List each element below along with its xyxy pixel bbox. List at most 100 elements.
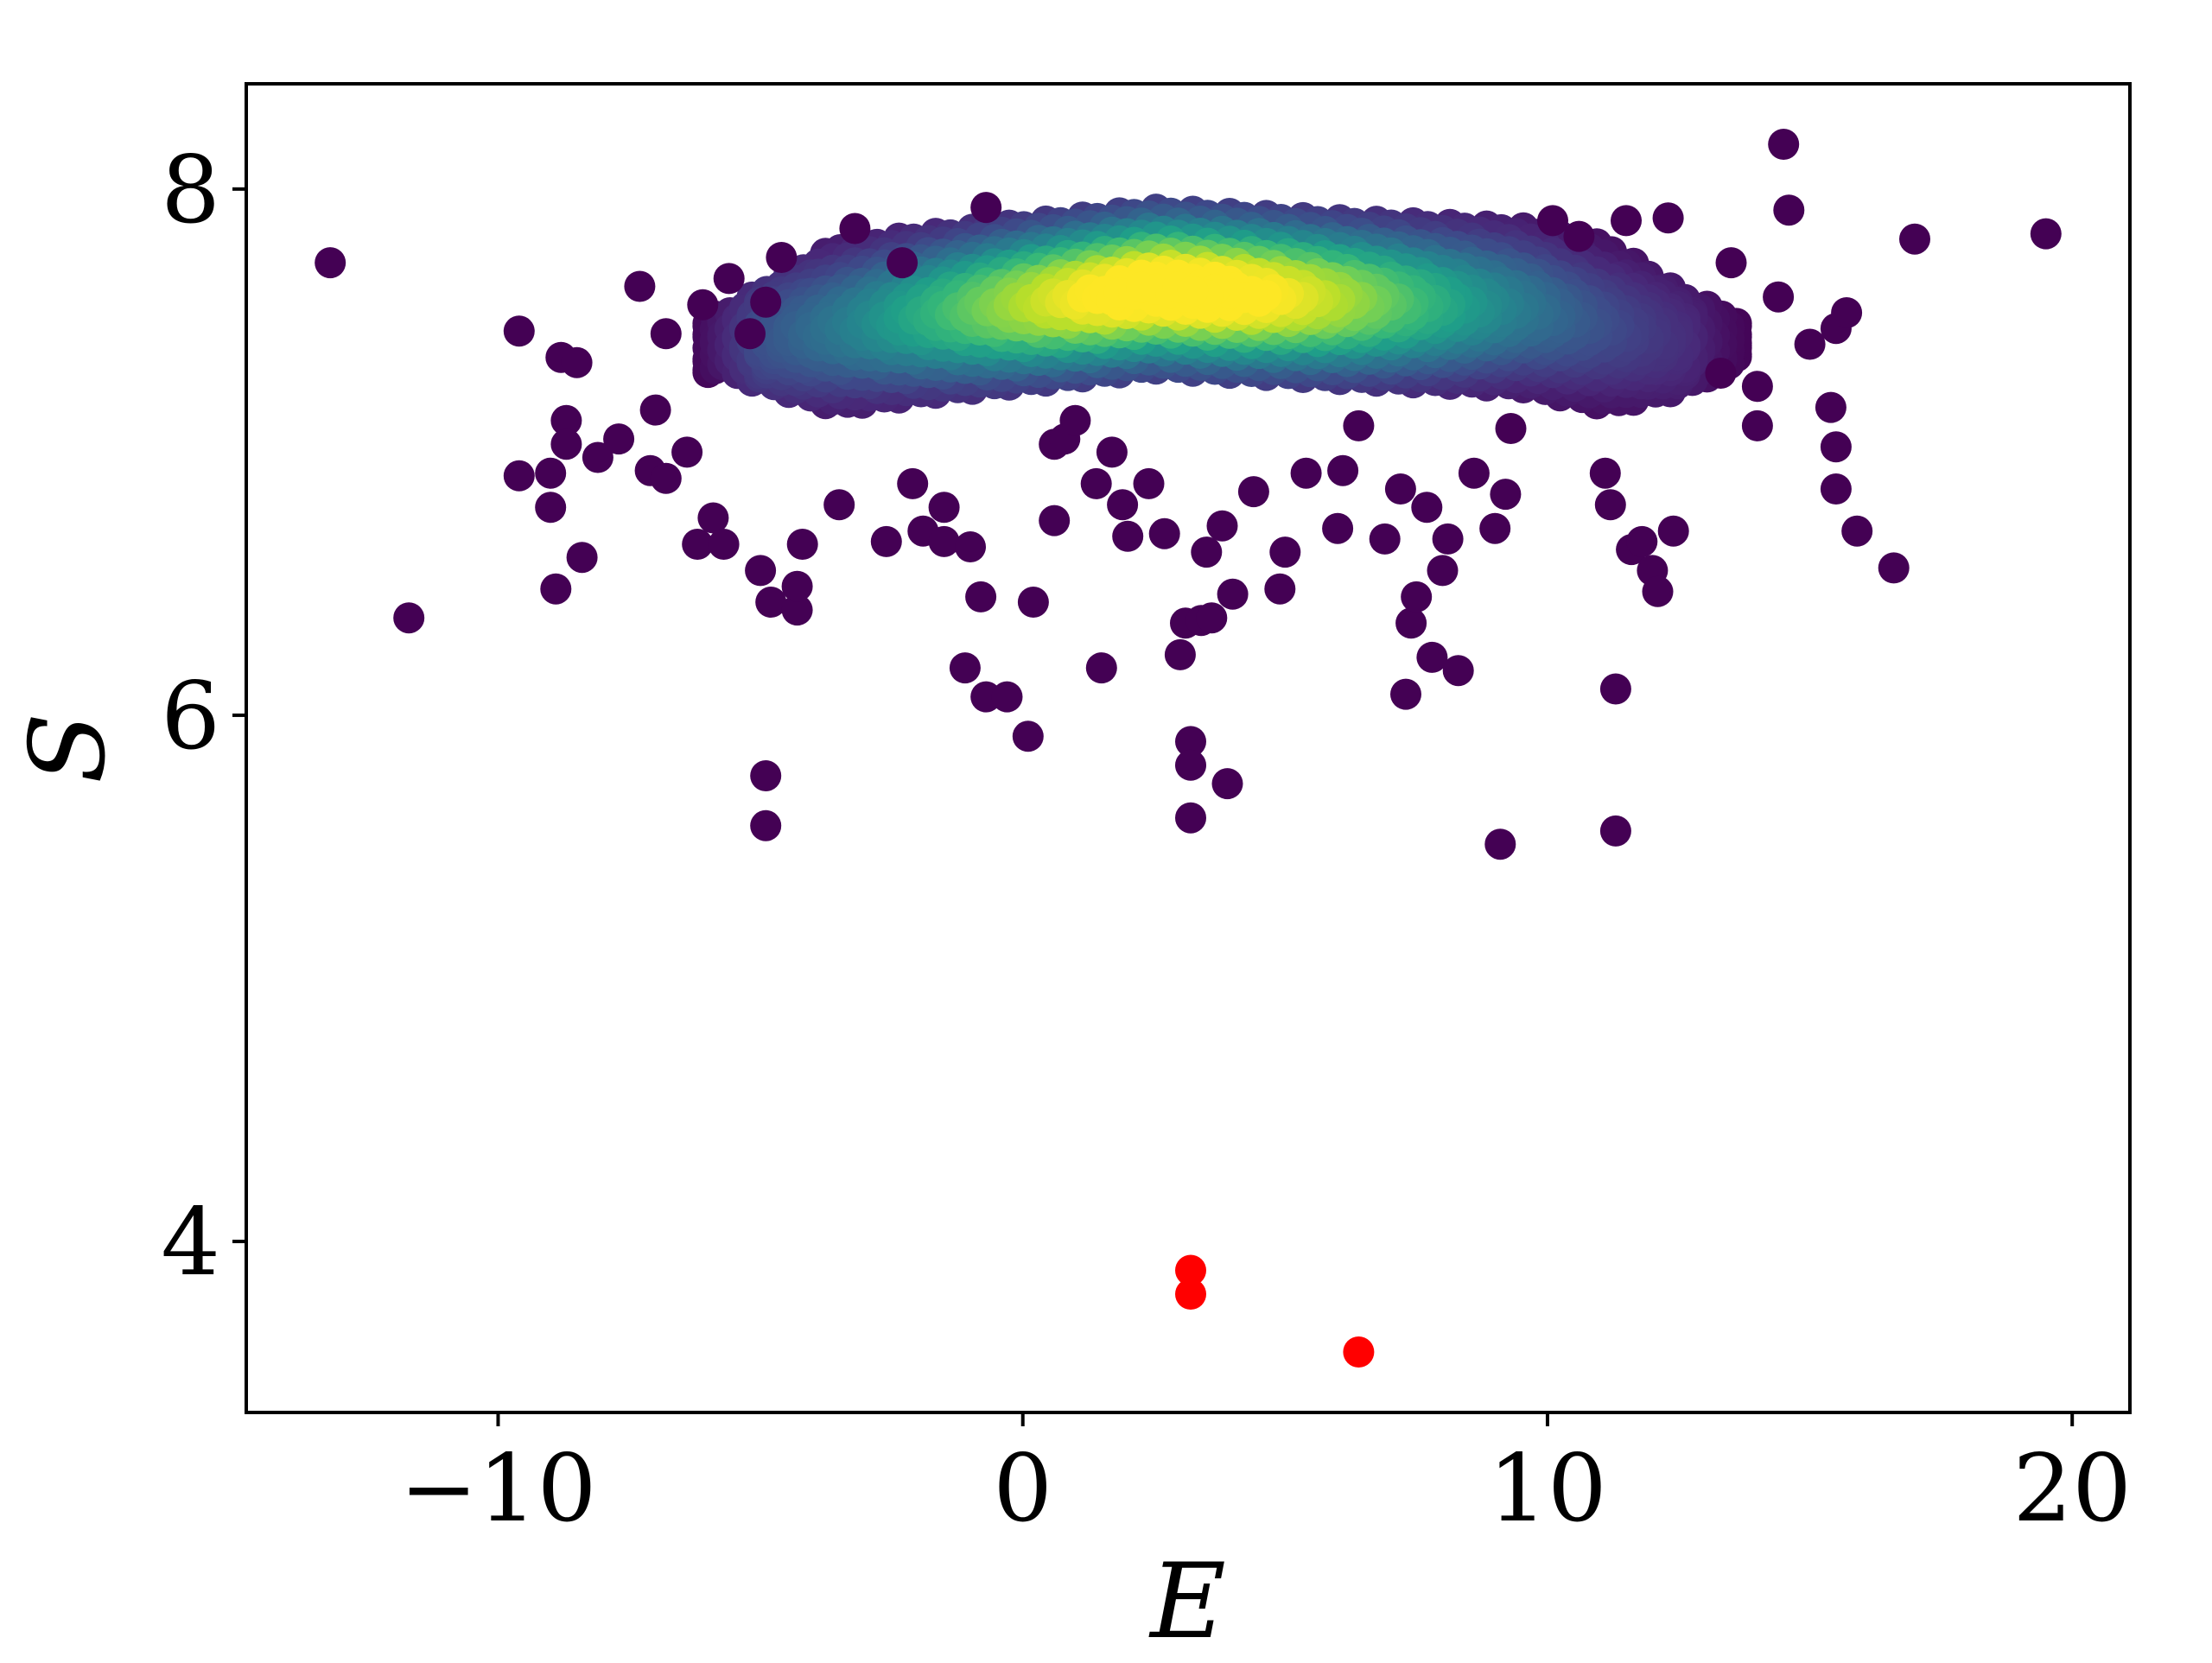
scatter-point <box>650 318 682 350</box>
scatter-point <box>535 457 567 489</box>
scatter-point <box>1175 749 1206 781</box>
scatter-point <box>1269 536 1301 568</box>
scatter-point <box>639 394 671 426</box>
scatter-point <box>1589 457 1621 489</box>
scatter-point <box>750 286 782 318</box>
y-tick-label: 8 <box>161 136 220 244</box>
x-tick-label: −10 <box>400 1435 597 1543</box>
scatter-point <box>1768 129 1800 160</box>
scatter-point <box>1537 205 1568 237</box>
scatter-point <box>1107 489 1139 521</box>
scatter-point <box>682 529 714 560</box>
y-axis-ticks: 4 6 8 <box>161 136 246 1297</box>
scatter-point <box>1878 552 1910 584</box>
scatter-point <box>1899 223 1930 255</box>
scatter-point <box>1175 726 1206 758</box>
scatter-point <box>1563 220 1595 252</box>
scatter-point <box>1133 467 1165 499</box>
scatter-point <box>1017 587 1049 618</box>
scatter-point <box>1085 652 1117 684</box>
scatter-point <box>1594 489 1626 521</box>
scatter-point <box>1715 247 1747 279</box>
scatter-point <box>1369 523 1401 555</box>
scatter-point <box>1416 641 1448 673</box>
y-axis-label: S <box>9 713 129 784</box>
scatter-point <box>1217 578 1249 610</box>
highlight-point <box>1175 1254 1206 1286</box>
scatter-point <box>708 529 740 560</box>
scatter-point <box>1211 768 1243 800</box>
scatter-point <box>535 492 567 524</box>
scatter-point <box>1815 391 1847 423</box>
scatter-point <box>503 460 535 492</box>
scatter-point <box>624 270 656 302</box>
scatter-point <box>949 652 981 684</box>
scatter-point <box>1763 281 1795 313</box>
x-axis-ticks: −10 0 10 20 <box>400 1412 2132 1543</box>
scatter-point <box>566 542 598 574</box>
scatter-point <box>1343 409 1375 441</box>
scatter-point <box>870 525 902 557</box>
scatter-point <box>393 602 425 634</box>
scatter-point <box>550 404 582 436</box>
scatter-point <box>1148 517 1180 549</box>
scatter-point <box>766 242 798 273</box>
scatter-point <box>1490 479 1522 511</box>
plot-frame <box>245 82 2132 1414</box>
scatter-point <box>1442 655 1474 687</box>
scatter-point <box>1039 505 1071 536</box>
scatter-point <box>887 247 918 279</box>
scatter-point <box>955 531 986 562</box>
scatter-point <box>1495 413 1527 444</box>
scatter-point <box>1080 467 1112 499</box>
highlight-point <box>1175 1279 1206 1310</box>
density-point <box>1177 276 1209 308</box>
scatter-point <box>1390 678 1421 710</box>
scatter-point <box>928 492 960 524</box>
scatter-point <box>1427 555 1459 587</box>
scatter-point <box>650 462 682 494</box>
scatter-point <box>1395 607 1427 639</box>
scatter-point <box>2030 218 2062 250</box>
scatter-point <box>755 587 787 618</box>
scatter-point <box>315 247 346 279</box>
scatter-point <box>781 570 813 602</box>
scatter-point <box>1741 371 1773 403</box>
scatter-point <box>839 213 871 244</box>
scatter-point <box>750 809 782 841</box>
scatter-point <box>1794 328 1826 360</box>
scatter-point <box>1164 638 1196 670</box>
y-tick-label: 6 <box>161 663 220 771</box>
x-axis-label: E <box>1148 1542 1226 1659</box>
scatter-point <box>671 436 703 468</box>
highlight-point <box>1343 1336 1375 1368</box>
scatter-point <box>1741 409 1773 441</box>
scatter-point <box>1322 512 1354 544</box>
scatter-point <box>1237 476 1269 508</box>
scatter-point <box>965 581 997 613</box>
scatter-point <box>713 263 745 295</box>
scatter-point <box>1175 802 1206 834</box>
scatter-point <box>1096 436 1128 468</box>
scatter-point <box>786 529 818 560</box>
scatter-point <box>1773 194 1805 226</box>
y-tick-label: 4 <box>161 1189 220 1297</box>
scatter-point <box>582 441 613 473</box>
scatter-point <box>1484 828 1516 860</box>
scatter-point <box>1059 404 1091 436</box>
scatter-point <box>1652 202 1684 234</box>
scatter-point <box>1401 581 1433 613</box>
scatter-point <box>781 594 813 626</box>
scatter-point <box>1841 515 1873 547</box>
plot-area <box>315 129 2062 1368</box>
scatter-point <box>687 289 719 321</box>
scatter-point <box>1642 575 1674 607</box>
scatter-point <box>697 502 729 534</box>
scatter-point <box>970 192 1002 224</box>
x-tick-label: 10 <box>1488 1435 1606 1543</box>
scatter-point <box>1290 457 1322 489</box>
scatter-point <box>1626 525 1658 557</box>
scatter-point <box>1206 510 1238 542</box>
